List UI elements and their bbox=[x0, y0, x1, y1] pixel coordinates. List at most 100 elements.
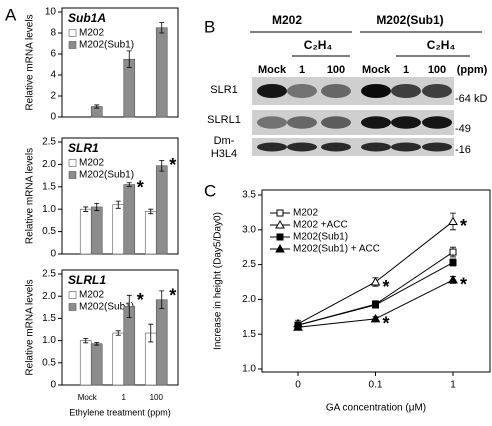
legend-label: M202 bbox=[79, 28, 104, 39]
legend-swatch bbox=[68, 159, 77, 167]
blot-band bbox=[391, 84, 421, 98]
y-tick-label: 1.5 bbox=[242, 329, 256, 340]
y-tick-label: 0.5 bbox=[42, 226, 56, 237]
group-label: M202 bbox=[272, 13, 302, 27]
blot-band bbox=[422, 84, 452, 98]
legend-swatch bbox=[68, 291, 77, 299]
error-bar bbox=[83, 206, 89, 212]
y-tick-label: 0.5 bbox=[42, 357, 56, 368]
chart-title: SLRL1 bbox=[68, 273, 106, 287]
blot-band bbox=[287, 142, 317, 152]
legend-marker bbox=[276, 233, 284, 241]
legend-label: M202 +ACC bbox=[293, 220, 348, 231]
row-label: H3L4 bbox=[211, 148, 237, 160]
error-bar bbox=[159, 22, 165, 34]
marker bbox=[370, 313, 381, 323]
lane-label: Mock bbox=[362, 64, 391, 76]
y-axis-label: Relative mRNA levels bbox=[25, 148, 36, 244]
bar bbox=[112, 332, 125, 386]
y-tick-label: 8 bbox=[50, 28, 56, 39]
bar bbox=[90, 206, 103, 255]
x-tick-label: 0 bbox=[295, 380, 301, 391]
marker bbox=[448, 274, 458, 284]
blot-strip bbox=[252, 138, 454, 156]
y-tick-label: 0 bbox=[50, 249, 56, 260]
legend-marker bbox=[275, 219, 285, 229]
lane-label: Mock bbox=[258, 64, 287, 76]
significance: * bbox=[460, 216, 467, 236]
legend-label: M202(Sub1) bbox=[79, 170, 134, 181]
legend-label: M202(Sub1) bbox=[293, 232, 348, 243]
error-bar bbox=[148, 208, 154, 215]
error-bar bbox=[115, 330, 121, 336]
y-axis-label: Relative mRNA levels bbox=[25, 14, 36, 110]
blot-band bbox=[321, 84, 351, 98]
panel-label: B bbox=[204, 17, 215, 36]
group-label: M202(Sub1) bbox=[376, 13, 443, 27]
error-bar bbox=[148, 323, 154, 343]
significance: * bbox=[383, 277, 390, 297]
bar bbox=[112, 204, 125, 255]
marker bbox=[448, 216, 458, 225]
blot-band bbox=[257, 142, 287, 152]
legend-marker bbox=[275, 243, 285, 253]
y-tick-label: 1.0 bbox=[42, 204, 56, 215]
x-axis-label: GA concentration (μM) bbox=[326, 403, 426, 414]
y-tick-label: 1.5 bbox=[42, 313, 56, 324]
y-axis-label: Relative mRNA levels bbox=[25, 279, 36, 375]
lane-label: 100 bbox=[428, 64, 446, 76]
blot-band bbox=[422, 142, 452, 152]
legend-label: M202(Sub1) + ACC bbox=[293, 244, 380, 255]
chart-title: Sub1A bbox=[68, 11, 106, 25]
error-bar bbox=[126, 50, 132, 69]
bar bbox=[123, 184, 136, 255]
legend-swatch bbox=[68, 29, 77, 37]
y-tick-label: 1.0 bbox=[42, 335, 56, 346]
y-tick-label: 2.5 bbox=[42, 137, 56, 148]
y-tick-label: 3.5 bbox=[242, 190, 256, 201]
legend-swatch bbox=[68, 171, 77, 179]
row-label: SLRL1 bbox=[207, 114, 241, 126]
bar bbox=[123, 306, 136, 386]
blot-band bbox=[257, 84, 287, 98]
size-marker: -16 bbox=[455, 144, 471, 156]
marker bbox=[449, 259, 457, 267]
error-bar bbox=[94, 104, 100, 109]
x-tick-label: 100 bbox=[150, 393, 164, 402]
significance: * bbox=[169, 286, 176, 306]
size-marker: -64 kD bbox=[455, 93, 487, 105]
legend-label: M202(Sub1) bbox=[79, 302, 134, 313]
y-tick-label: 2.0 bbox=[42, 159, 56, 170]
error-bar bbox=[126, 182, 132, 187]
y-tick-label: 2 bbox=[50, 91, 56, 102]
legend-label: M202(Sub1) bbox=[79, 40, 134, 51]
plot-frame bbox=[61, 7, 179, 118]
y-tick-label: 1.0 bbox=[242, 364, 256, 375]
y-tick-label: 0 bbox=[50, 112, 56, 123]
lane-label: 1 bbox=[403, 64, 409, 76]
error-bar bbox=[94, 341, 100, 346]
bar bbox=[90, 343, 103, 386]
blot-band bbox=[391, 116, 421, 129]
y-axis-label: Increase in height (Day5/Day0) bbox=[213, 212, 224, 350]
bar bbox=[79, 340, 92, 386]
significance: * bbox=[169, 155, 176, 175]
blot-band bbox=[361, 84, 391, 98]
legend-swatch bbox=[68, 41, 77, 49]
y-tick-label: 4 bbox=[50, 70, 56, 81]
chart-title: SLR1 bbox=[68, 141, 99, 155]
blot-band bbox=[321, 142, 351, 152]
error-bar bbox=[115, 200, 121, 209]
error-bar bbox=[94, 202, 100, 211]
blot-band bbox=[422, 116, 452, 129]
legend-swatch bbox=[68, 303, 77, 311]
y-tick-label: 2.0 bbox=[42, 291, 56, 302]
bar bbox=[155, 27, 168, 118]
marker bbox=[372, 301, 379, 309]
x-tick-label: Mock bbox=[78, 393, 98, 402]
size-marker: -49 bbox=[455, 123, 471, 135]
legend-marker bbox=[276, 209, 284, 217]
y-tick-label: 10 bbox=[45, 7, 57, 18]
row-label: Dm- bbox=[214, 135, 235, 147]
y-tick-label: 2.5 bbox=[242, 259, 256, 270]
